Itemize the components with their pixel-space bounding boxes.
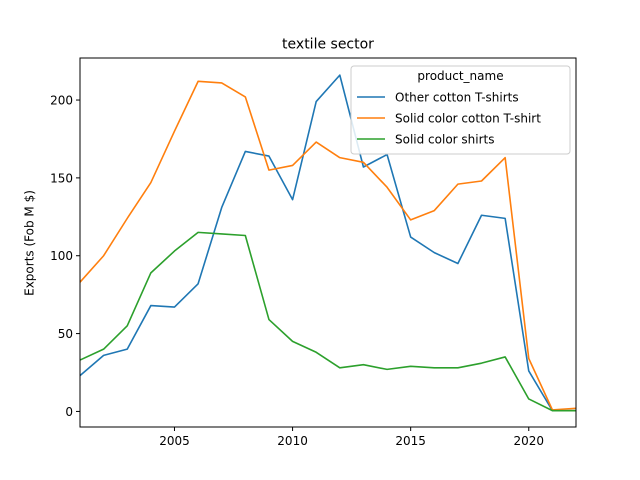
y-tick-label: 50 xyxy=(58,327,73,341)
x-tick-label: 2020 xyxy=(513,434,544,448)
legend-entry: Solid color shirts xyxy=(395,133,495,147)
legend-box xyxy=(350,65,571,155)
series-line-2 xyxy=(79,80,577,411)
legend-entry: Solid color cotton T-shirt xyxy=(395,112,541,126)
x-tick-label: 2010 xyxy=(277,434,308,448)
y-axis-label: Exports (Fob M $) xyxy=(23,190,37,296)
y-tick-label: 0 xyxy=(65,405,73,419)
series-line-1 xyxy=(79,74,576,412)
plot-frame xyxy=(79,57,577,428)
x-tick-label: 2005 xyxy=(159,434,190,448)
chart-title: textile sector xyxy=(282,37,374,53)
legend-entry: Other cotton T-shirts xyxy=(395,91,519,105)
y-tick-label: 100 xyxy=(50,249,73,263)
y-tick-label: 150 xyxy=(50,171,73,185)
x-tick-label: 2015 xyxy=(395,434,426,448)
legend-title: product_name xyxy=(417,69,503,83)
series-line-3 xyxy=(79,231,576,412)
plot-area: 2005 2010 2015 2020 0 50 100 150 200 xyxy=(50,74,577,448)
legend: product_name Other cotton T-shirts Solid c… xyxy=(350,65,571,155)
y-tick-label: 200 xyxy=(50,94,73,108)
